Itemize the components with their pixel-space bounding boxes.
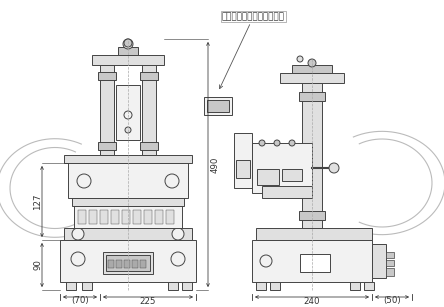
Bar <box>140 142 158 150</box>
Bar <box>386 260 394 266</box>
Bar <box>256 228 372 240</box>
Circle shape <box>123 39 133 49</box>
Text: 490: 490 <box>211 156 220 173</box>
Bar <box>372 244 386 278</box>
Bar <box>282 169 302 181</box>
Circle shape <box>308 59 316 67</box>
Circle shape <box>165 174 179 188</box>
Circle shape <box>297 56 303 62</box>
Bar <box>262 186 312 198</box>
Circle shape <box>171 252 185 266</box>
Bar <box>155 210 163 224</box>
Bar <box>64 228 192 240</box>
Bar <box>78 210 86 224</box>
Text: 225: 225 <box>140 297 156 305</box>
Bar <box>122 210 130 224</box>
Bar <box>207 100 229 112</box>
Bar <box>124 260 130 268</box>
Bar <box>72 198 184 206</box>
Bar <box>364 282 374 290</box>
Bar <box>68 163 188 198</box>
Bar <box>60 240 196 282</box>
Text: カウンター（オプション）: カウンター（オプション） <box>219 12 285 89</box>
Bar <box>234 133 252 188</box>
Circle shape <box>172 228 184 240</box>
Circle shape <box>259 140 265 146</box>
Bar <box>132 260 138 268</box>
Bar <box>100 210 108 224</box>
Bar <box>133 210 141 224</box>
Bar <box>100 65 114 155</box>
Circle shape <box>289 140 295 146</box>
Text: 90: 90 <box>33 259 43 270</box>
Text: (50): (50) <box>383 297 401 305</box>
Bar <box>182 282 192 290</box>
Bar <box>299 92 325 101</box>
Bar <box>140 72 158 80</box>
Circle shape <box>125 127 131 133</box>
Bar <box>302 83 322 228</box>
Bar <box>144 210 152 224</box>
Bar <box>299 211 325 220</box>
Bar <box>140 260 146 268</box>
Bar <box>64 155 192 163</box>
Bar <box>111 210 119 224</box>
Bar <box>103 252 153 274</box>
Bar <box>204 97 232 115</box>
Bar <box>66 282 76 290</box>
Bar <box>252 240 372 282</box>
Bar <box>89 210 97 224</box>
Bar <box>270 282 280 290</box>
Circle shape <box>274 140 280 146</box>
Bar <box>300 254 330 272</box>
Bar <box>256 282 266 290</box>
Bar <box>116 85 140 140</box>
Circle shape <box>77 174 91 188</box>
Bar <box>292 65 332 73</box>
Bar <box>118 47 138 55</box>
Bar <box>74 206 182 228</box>
Bar <box>166 210 174 224</box>
Text: (70): (70) <box>71 297 89 305</box>
Bar <box>168 282 178 290</box>
Bar <box>252 143 312 193</box>
Circle shape <box>72 228 84 240</box>
Bar <box>280 73 344 83</box>
Circle shape <box>124 39 132 47</box>
Bar <box>108 260 114 268</box>
Bar <box>92 55 164 65</box>
Bar <box>257 169 279 185</box>
Bar <box>98 142 116 150</box>
Circle shape <box>71 252 85 266</box>
Bar <box>236 160 250 178</box>
Circle shape <box>260 255 272 267</box>
Circle shape <box>124 111 132 119</box>
Bar <box>350 282 360 290</box>
Bar <box>98 72 116 80</box>
Bar <box>106 255 150 271</box>
Text: 240: 240 <box>304 297 320 305</box>
Bar <box>82 282 92 290</box>
Bar <box>142 65 156 155</box>
Circle shape <box>329 163 339 173</box>
Text: 127: 127 <box>33 193 43 210</box>
Bar <box>116 260 122 268</box>
Bar <box>386 268 394 276</box>
Bar <box>386 252 394 258</box>
